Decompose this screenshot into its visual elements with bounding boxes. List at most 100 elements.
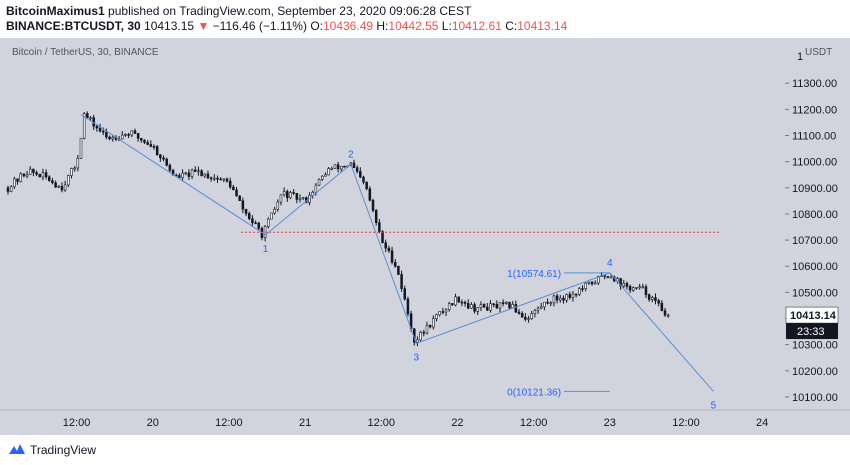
wave-label: 4 (607, 258, 613, 269)
y-tick-label: 11300.00 (792, 78, 837, 90)
candle-body (638, 286, 641, 289)
candle-body (168, 164, 172, 171)
candle-body (666, 314, 670, 317)
candle-body (190, 169, 194, 177)
candle-body (524, 316, 527, 320)
close-label: C: (505, 19, 518, 33)
candle-body (597, 275, 600, 284)
candle-body (644, 286, 648, 295)
tradingview-brand: TradingView (30, 443, 97, 457)
candle-body (374, 210, 378, 223)
candle-body (213, 177, 216, 180)
y-tick-label: 10600.00 (792, 261, 838, 273)
candle-body (203, 173, 207, 177)
chart-header: BitcoinMaximus1 published on TradingView… (0, 0, 850, 38)
candle-body (530, 313, 533, 319)
candle-body (352, 162, 356, 168)
candle-body (571, 293, 575, 298)
candle-body (492, 303, 495, 306)
last-price-tag-label: 10413.14 (790, 310, 837, 322)
candle-body (140, 138, 143, 141)
candle-body (184, 172, 187, 175)
author-name[interactable]: BitcoinMaximus1 (6, 4, 105, 18)
symbol-label[interactable]: BINANCE:BTCUSDT, 30 (6, 19, 141, 33)
candle-body (470, 304, 473, 309)
candle-body (206, 173, 210, 179)
candle-body (133, 130, 137, 134)
candle-body (16, 178, 19, 182)
candle-body (301, 197, 305, 199)
candle-body (651, 297, 654, 300)
candle-body (362, 176, 365, 183)
candle-body (403, 288, 407, 300)
candle-body (143, 139, 146, 143)
candle-body (289, 192, 292, 199)
candle-body (197, 170, 200, 173)
candle-body (32, 168, 35, 173)
y-top-label: 1 (797, 51, 803, 63)
candle-body (390, 250, 394, 263)
candle-body (159, 154, 162, 159)
candle-body (371, 199, 375, 211)
candle-body (527, 318, 530, 320)
chart-background (0, 38, 850, 435)
change-value: −116.46 (−1.11%) (212, 19, 307, 33)
candle-body (517, 311, 521, 314)
candle-body (178, 175, 181, 178)
candle-body (565, 294, 568, 301)
countdown-tag-label: 23:33 (797, 326, 825, 338)
candle-body (127, 134, 130, 136)
candle-body (660, 302, 664, 311)
candle-body (422, 331, 426, 334)
candle-body (79, 137, 83, 159)
x-tick-label: 21 (299, 417, 311, 429)
candle-body (73, 167, 76, 170)
candle-body (466, 303, 470, 309)
candle-body (89, 117, 92, 119)
candle-body (216, 177, 219, 180)
wave-label: 3 (414, 352, 420, 363)
candle-body (549, 302, 553, 305)
candle-body (251, 218, 254, 224)
candle-body (48, 176, 51, 181)
candle-body (559, 297, 562, 301)
chart-area[interactable]: Bitcoin / TetherUS, 30, BINANCE USDT 1 1130… (0, 38, 850, 435)
open-value: 10436.49 (322, 19, 374, 33)
price-chart[interactable]: Bitcoin / TetherUS, 30, BINANCE USDT11130… (0, 38, 850, 435)
candle-body (44, 172, 48, 178)
wave-label: 5 (711, 400, 717, 411)
candle-body (340, 165, 343, 170)
y-tick-label: 11000.00 (792, 157, 837, 169)
candle-body (152, 146, 156, 148)
ohlc-line: BINANCE:BTCUSDT, 30 10413.15 ▼ −116.46 (… (6, 19, 567, 33)
candle-body (286, 191, 289, 199)
candle-body (241, 200, 245, 210)
candle-body (359, 171, 362, 178)
candle-body (460, 301, 464, 304)
candle-body (425, 324, 429, 334)
candle-body (267, 218, 270, 227)
footer: TradingView (0, 438, 850, 465)
x-tick-label: 22 (451, 417, 463, 429)
candle-body (495, 303, 499, 309)
x-tick-label: 12:00 (367, 417, 395, 429)
candle-body (194, 169, 197, 172)
candle-body (428, 324, 432, 328)
candle-body (578, 288, 581, 295)
candle-body (387, 247, 391, 252)
candle-body (54, 182, 57, 188)
candle-body (555, 295, 559, 301)
candle-body (13, 178, 16, 188)
candle-body (292, 192, 295, 194)
x-tick-label: 12:00 (215, 417, 243, 429)
candle-body (520, 313, 524, 318)
candle-body (663, 310, 667, 316)
candle-body (619, 278, 622, 287)
candle-body (457, 296, 460, 303)
candle-body (136, 133, 140, 139)
x-tick-label: 12:00 (672, 417, 700, 429)
candle-body (514, 304, 518, 313)
y-tick-label: 10500.00 (792, 287, 838, 299)
candle-body (628, 286, 632, 291)
x-tick-label: 23 (604, 417, 616, 429)
